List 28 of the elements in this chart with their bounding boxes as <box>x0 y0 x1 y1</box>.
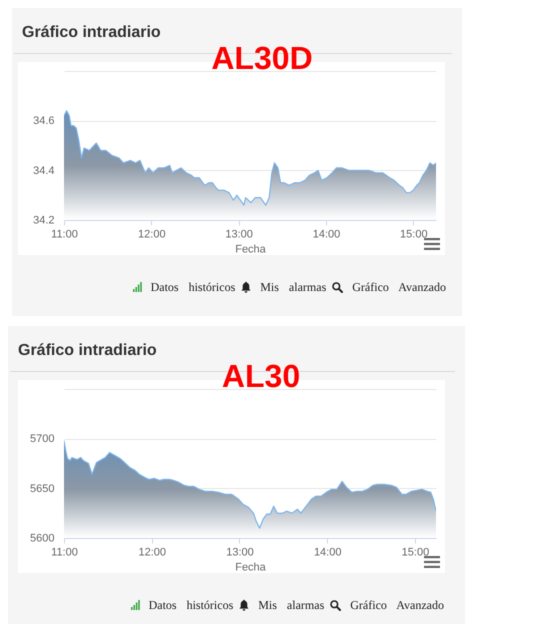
chart-subtitle: AL30D <box>211 40 313 76</box>
x-tick-label: 15:00 <box>400 228 428 240</box>
chart-subtitle: AL30 <box>222 358 300 394</box>
x-tick-label: 13:00 <box>225 228 253 240</box>
text: Gráfico Avanzado <box>350 598 444 612</box>
x-tick-label: 11:00 <box>51 228 78 240</box>
chart-title: Gráfico intradiario <box>18 341 157 361</box>
text: Datos históricos <box>150 280 236 294</box>
text: Mis alarmas <box>258 598 324 612</box>
text: Mis alarmas <box>260 280 326 294</box>
x-tick-label: 14:00 <box>314 546 342 558</box>
x-tick-label: 11:00 <box>51 546 78 558</box>
text: Datos históricos <box>148 598 234 612</box>
y-tick-label: 5650 <box>30 482 54 495</box>
y-tick-label: 34.6 <box>33 115 54 128</box>
x-tick-label: 13:00 <box>226 546 254 558</box>
y-tick-label: 34.4 <box>33 164 54 177</box>
text: Gráfico Avanzado <box>352 280 446 294</box>
chart-title: Gráfico intradiario <box>22 23 161 43</box>
y-tick-label: 34.2 <box>33 214 54 226</box>
x-tick-label: 12:00 <box>138 228 166 240</box>
x-tick-label: 15:00 <box>402 546 430 558</box>
x-axis-title: Fecha <box>235 244 267 256</box>
x-tick-label: 12:00 <box>138 546 166 558</box>
x-tick-label: 14:00 <box>312 228 340 240</box>
x-axis-title: Fecha <box>235 562 267 574</box>
y-tick-label: 5700 <box>30 433 54 446</box>
y-tick-label: 5600 <box>30 532 54 544</box>
